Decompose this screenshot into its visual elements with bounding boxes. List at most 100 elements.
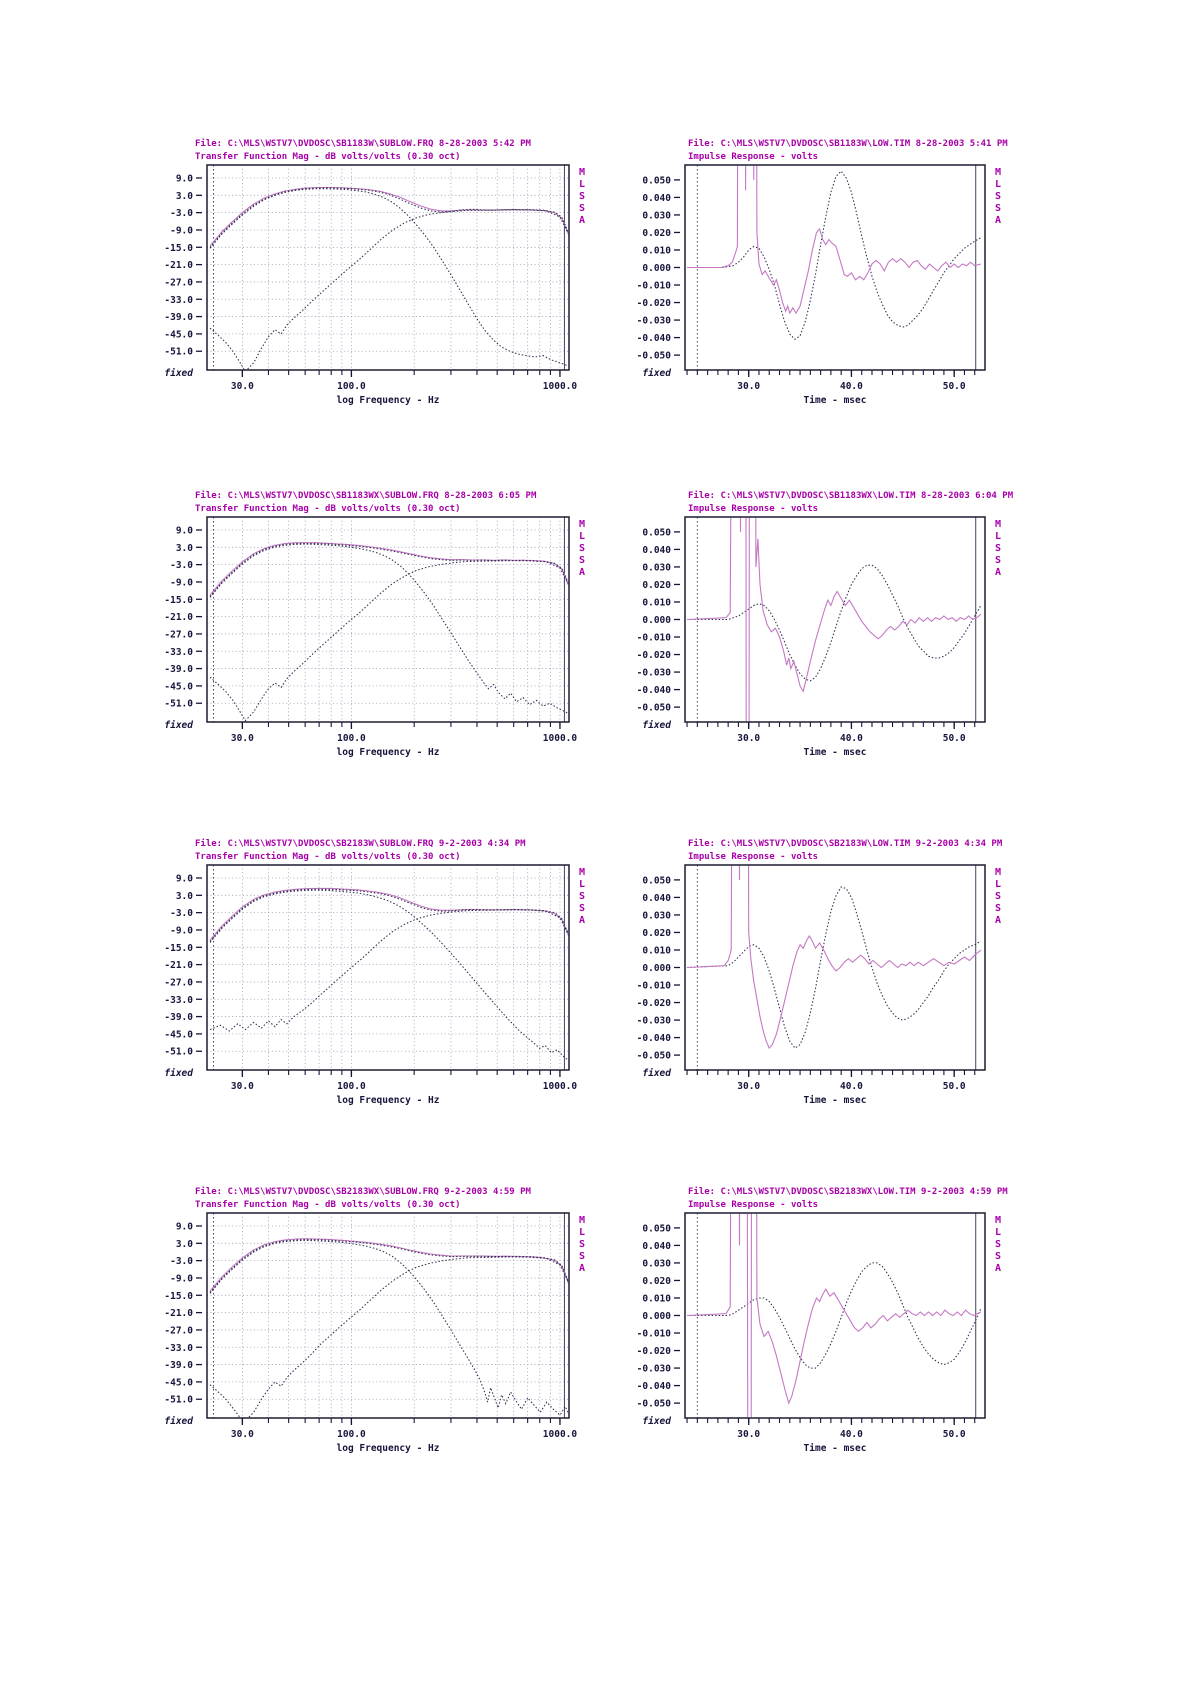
chart-subtitle: Transfer Function Mag - dB volts/volts (… (195, 852, 461, 862)
y-tick-label: -15.0 (164, 595, 193, 606)
y-tick-label: -3.0 (170, 908, 193, 919)
x-tick-label: 30.0 (231, 1429, 254, 1440)
y-tick-label: -45.0 (164, 329, 193, 340)
y-tick-label: -0.050 (637, 703, 672, 714)
chart-panel: File: C:\MLS\WSTV7\DVDOSC\SB1183W\SUBLOW… (150, 138, 603, 406)
series-overlay-response (209, 1238, 569, 1292)
y-tick-label: 0.000 (642, 263, 671, 274)
y-tick-label: -21.0 (164, 260, 193, 271)
chart-panel: File: C:\MLS\WSTV7\DVDOSC\SB1183WX\LOW.T… (628, 490, 1019, 758)
mlssa-logo: S (579, 1239, 585, 1250)
series-measured-impulse (687, 517, 982, 722)
mlssa-logo: S (579, 191, 585, 202)
y-tick-label: -3.0 (170, 208, 193, 219)
chart-plot-impulse: 0.050 0.040 0.030 0.020 0.010 0.000 -0.010 -0.0… (637, 864, 1001, 1106)
mlssa-logo: S (995, 191, 1001, 202)
y-tick-label: -51.0 (164, 1395, 193, 1406)
chart-file-title: File: C:\MLS\WSTV7\DVDOSC\SB1183W\LOW.TI… (688, 139, 1008, 149)
chart-panel: File: C:\MLS\WSTV7\DVDOSC\SB1183W\LOW.TI… (628, 138, 1019, 406)
y-tick-label: -21.0 (164, 612, 193, 623)
mlssa-logo: S (579, 1251, 585, 1262)
series-top-highpass (209, 1256, 569, 1418)
y-tick-label: 3.0 (176, 543, 193, 554)
series-summed-response (209, 888, 569, 942)
fixed-scale-label: fixed (642, 1068, 671, 1079)
y-tick-label: 9.0 (176, 1221, 193, 1232)
plot-border (206, 1212, 570, 1419)
chart-subtitle: Impulse Response - volts (688, 1200, 819, 1210)
x-axis-label: Time - msec (804, 747, 867, 758)
y-tick-label: 0.050 (642, 1223, 671, 1234)
chart-plot-transfer: 9.0 3.0 -3.0 -9.0 -15.0 -21.0 -27.0 -33.0 -39.0 -… (164, 516, 585, 758)
series-measured-impulse (687, 1213, 982, 1418)
plot-background (207, 865, 569, 1070)
x-tick-label: 1000.0 (543, 1429, 578, 1440)
mlssa-logo: M (995, 167, 1001, 178)
fixed-scale-label: fixed (164, 1068, 193, 1079)
mlssa-logo: M (579, 1215, 585, 1226)
chart-plot-transfer: 9.0 3.0 -3.0 -9.0 -15.0 -21.0 -27.0 -33.0 -39.0 -… (164, 864, 585, 1106)
x-axis-label: log Frequency - Hz (337, 395, 440, 406)
y-tick-label: -9.0 (170, 925, 193, 936)
y-tick-label: 0.050 (642, 875, 671, 886)
y-tick-label: -9.0 (170, 577, 193, 588)
chart-file-title: File: C:\MLS\WSTV7\DVDOSC\SB2183W\LOW.TI… (688, 839, 1003, 849)
y-tick-label: 9.0 (176, 873, 193, 884)
mlssa-logo: M (995, 867, 1001, 878)
fixed-scale-label: fixed (164, 720, 193, 731)
chart-plot-impulse: 0.050 0.040 0.030 0.020 0.010 0.000 -0.010 -0.0… (637, 516, 1001, 758)
x-tick-label: 50.0 (943, 1429, 966, 1440)
mlssa-logo: S (995, 903, 1001, 914)
series-summed-response (209, 187, 569, 248)
y-tick-label: -0.020 (637, 998, 672, 1009)
x-tick-label: 30.0 (231, 1081, 254, 1092)
chart-subtitle: Impulse Response - volts (688, 852, 819, 862)
chart-plot-transfer: 9.0 3.0 -3.0 -9.0 -15.0 -21.0 -27.0 -33.0 -39.0 -… (164, 164, 585, 406)
mlssa-logo: S (579, 903, 585, 914)
y-tick-label: -0.050 (637, 1399, 672, 1410)
x-axis-label: Time - msec (804, 1443, 867, 1454)
chart-panel: File: C:\MLS\WSTV7\DVDOSC\SB2183WX\SUBLO… (150, 1186, 603, 1454)
chart-file-title: File: C:\MLS\WSTV7\DVDOSC\SB2183WX\SUBLO… (195, 1187, 531, 1197)
y-tick-label: -0.010 (637, 1329, 672, 1340)
y-tick-label: 0.040 (642, 193, 671, 204)
series-summed-response (209, 1239, 569, 1293)
mlssa-logo: L (579, 179, 585, 190)
mlssa-logo: A (579, 915, 585, 926)
chart-subtitle: Impulse Response - volts (688, 152, 819, 162)
plot-background (685, 165, 985, 370)
y-tick-label: -15.0 (164, 1291, 193, 1302)
y-tick-label: -3.0 (170, 1256, 193, 1267)
y-tick-label: -0.020 (637, 298, 672, 309)
y-tick-label: 0.040 (642, 1241, 671, 1252)
y-tick-label: -45.0 (164, 681, 193, 692)
y-tick-label: -27.0 (164, 277, 193, 288)
mlssa-logo: S (579, 543, 585, 554)
mlssa-logo: M (579, 167, 585, 178)
fixed-scale-label: fixed (164, 1416, 193, 1427)
y-tick-label: -45.0 (164, 1029, 193, 1040)
chart-panel: File: C:\MLS\WSTV7\DVDOSC\SB2183W\LOW.TI… (628, 838, 1019, 1106)
x-axis-label: log Frequency - Hz (337, 1443, 440, 1454)
chart-file-title: File: C:\MLS\WSTV7\DVDOSC\SB1183WX\SUBLO… (195, 491, 537, 501)
x-tick-label: 30.0 (737, 1429, 760, 1440)
series-reference-impulse (687, 564, 982, 682)
x-tick-label: 30.0 (737, 1081, 760, 1092)
x-tick-label: 100.0 (337, 1081, 366, 1092)
plot-border (684, 164, 986, 371)
y-tick-label: -0.040 (637, 1033, 672, 1044)
y-tick-label: 0.000 (642, 615, 671, 626)
chart-panel: File: C:\MLS\WSTV7\DVDOSC\SB1183WX\SUBLO… (150, 490, 603, 758)
y-tick-label: 0.050 (642, 175, 671, 186)
y-tick-label: 0.040 (642, 545, 671, 556)
mlssa-logo: A (995, 1263, 1001, 1274)
y-tick-label: -39.0 (164, 1012, 193, 1023)
x-tick-label: 100.0 (337, 381, 366, 392)
x-tick-label: 50.0 (943, 1081, 966, 1092)
y-tick-label: -33.0 (164, 1343, 193, 1354)
series-subwoofer-lowpass (209, 188, 568, 367)
plot-background (207, 517, 569, 722)
y-tick-label: 0.030 (642, 210, 671, 221)
chart-plot-impulse: 0.050 0.040 0.030 0.020 0.010 0.000 -0.010 -0.0… (637, 1212, 1001, 1454)
